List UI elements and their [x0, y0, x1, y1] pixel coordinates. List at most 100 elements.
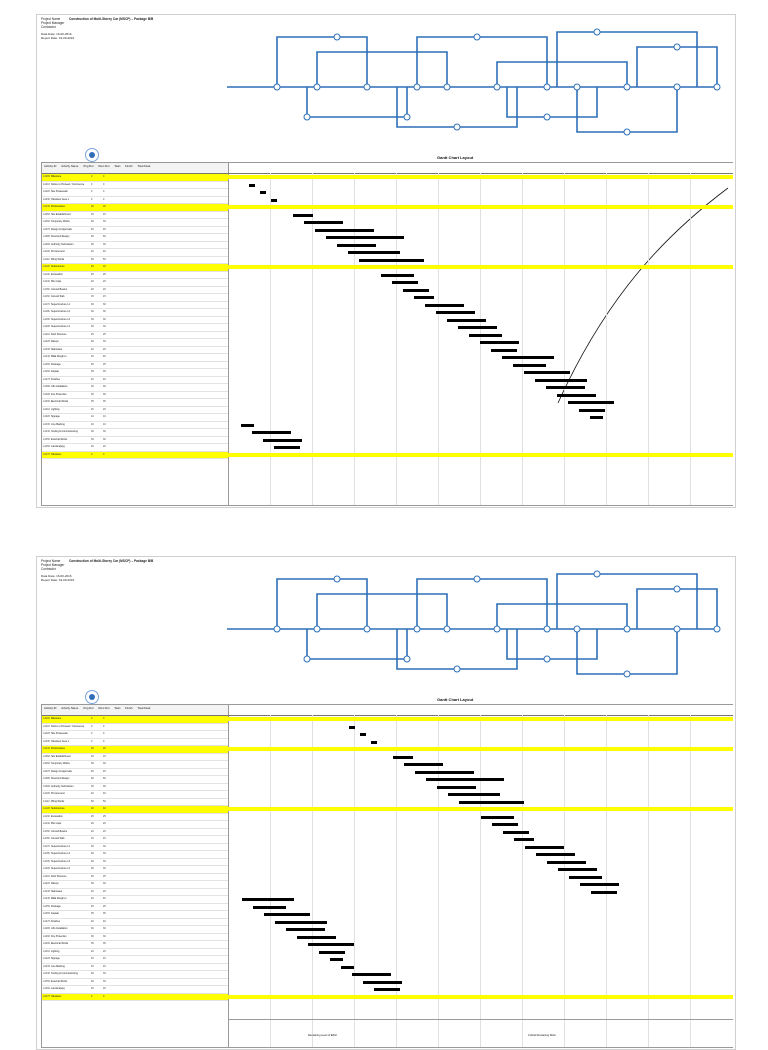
- rem-duration: 15: [103, 295, 106, 298]
- table-row: A1120Substructure 40 40: [42, 806, 228, 814]
- activity-id: A1320: [43, 957, 50, 960]
- activity-id: A1310: [43, 949, 50, 953]
- orig-duration: 30: [91, 242, 94, 246]
- rem-duration: 40: [103, 807, 106, 810]
- orig-duration: 30: [91, 784, 94, 788]
- activity-name: Piling Works: [51, 257, 65, 261]
- rem-duration: 35: [103, 942, 106, 945]
- rem-duration: 40: [103, 792, 106, 795]
- activity-name: M&E Rough-in: [51, 355, 67, 358]
- activity-id: A1020: [43, 732, 50, 735]
- table-header: Activity ID Activity Name Orig Dur Rem D…: [42, 705, 228, 716]
- activity-id: A1070: [43, 227, 50, 231]
- activity-id: A1130: [43, 814, 50, 818]
- activity-id: A1270: [43, 919, 50, 923]
- orig-duration: 35: [91, 942, 94, 945]
- rem-duration: 30: [103, 784, 106, 788]
- activity-name: Substructure: [51, 807, 65, 810]
- activity-id: A1280: [43, 927, 50, 930]
- activity-name: External Works: [51, 979, 68, 983]
- activity-name: Superstructure L1: [51, 844, 71, 848]
- title-line: Construction of Multi-Storey Car (MSCP) …: [69, 17, 154, 21]
- activity-name: Fire Protection: [51, 934, 67, 938]
- activity-id: A1280: [43, 385, 50, 388]
- table-row: A1090Authority Submission 30 30: [42, 242, 228, 249]
- rem-duration: 40: [103, 265, 106, 268]
- rem-duration: 40: [103, 250, 106, 253]
- orig-duration: 10: [91, 415, 94, 418]
- col-header-orig: Orig Dur: [83, 164, 94, 168]
- gantt-bar: [363, 980, 402, 984]
- orig-duration: 0: [91, 197, 93, 201]
- activity-id: A1220: [43, 882, 50, 885]
- gantt-bar: [547, 860, 586, 864]
- gantt-bar: [415, 770, 474, 774]
- rem-duration: 40: [103, 377, 106, 381]
- gantt-bar: [264, 913, 310, 916]
- table-row: A1210Roof Structure 25 25: [42, 874, 228, 881]
- orig-duration: 30: [91, 882, 94, 885]
- grid-line: [690, 173, 691, 505]
- rem-duration: 10: [103, 422, 106, 426]
- activity-name: Signage: [51, 415, 60, 418]
- orig-duration: 0: [91, 732, 93, 735]
- table-row: A1000Milestone 0 0: [42, 174, 228, 182]
- orig-duration: 40: [91, 897, 94, 900]
- activity-table: Activity ID Activity Name Orig Dur Rem D…: [41, 704, 229, 1048]
- gantt-bar: [393, 755, 413, 759]
- rem-duration: 25: [103, 272, 106, 276]
- orig-duration: 50: [91, 799, 94, 803]
- activity-id: A1330: [43, 964, 50, 968]
- table-row: A1020Site Possession 0 0: [42, 189, 228, 197]
- gantt-bar: [371, 740, 377, 744]
- col-header-name: Activity Name: [61, 706, 79, 710]
- rem-duration: 25: [103, 814, 106, 818]
- gantt-bar: [315, 228, 374, 232]
- activity-id: A1300: [43, 942, 50, 945]
- activity-name: Pile Caps: [51, 280, 62, 283]
- activity-name: Pile Caps: [51, 822, 62, 825]
- activity-id: A1340: [43, 972, 50, 975]
- orig-duration: 25: [91, 874, 94, 878]
- table-row: A1360Landscaping 20 20: [42, 444, 228, 452]
- activity-id: A1270: [43, 377, 50, 381]
- data-date: Data Date: 16-09-2016: [41, 32, 72, 36]
- col-header-float: Total Float: [137, 164, 151, 168]
- rem-duration: 30: [103, 220, 106, 223]
- orig-duration: 40: [91, 919, 94, 923]
- gantt-bar: [374, 988, 400, 991]
- activity-id: A1370: [43, 994, 50, 998]
- gantt-bar: [481, 815, 514, 819]
- col-header-finish: Finish: [125, 706, 133, 710]
- rem-duration: 30: [103, 762, 106, 765]
- table-row: A1190Superstructure L3 30 30: [42, 317, 228, 324]
- table-row: A1090Authority Submission 30 30: [42, 784, 228, 791]
- rem-duration: 20: [103, 347, 106, 351]
- grid-line: [522, 173, 523, 505]
- wbs-band: [228, 807, 733, 811]
- activity-name: Substructure: [51, 265, 65, 268]
- table-row: A1360Landscaping 20 20: [42, 986, 228, 994]
- table-row: A1310Lighting 20 20: [42, 407, 228, 414]
- contractor: Contractor: [41, 25, 56, 29]
- activity-name: Staircases: [51, 889, 63, 893]
- rem-duration: 20: [103, 889, 106, 893]
- gantt-title: Gantt Chart Layout: [437, 697, 474, 702]
- activity-id: A1130: [43, 272, 50, 276]
- activity-id: A1040: [43, 747, 50, 750]
- gantt-bar: [326, 236, 404, 239]
- orig-duration: 60: [91, 235, 94, 238]
- sheet-header: Project Name Project Manager Contractor: [41, 17, 64, 29]
- table-row: A1340Testing & Commissioning 30 30: [42, 429, 228, 437]
- orig-duration: 20: [91, 205, 94, 208]
- activity-name: Ground Slab: [51, 837, 65, 840]
- schedule-sheet-2: Project Name Project Manager Contractor …: [36, 556, 736, 1050]
- orig-duration: 50: [91, 257, 94, 261]
- rem-duration: 45: [103, 227, 106, 231]
- grid-line: [564, 173, 565, 505]
- rem-duration: 10: [103, 957, 106, 960]
- activity-name: Staircases: [51, 347, 63, 351]
- rem-duration: 30: [103, 934, 106, 938]
- activity-id: A1200: [43, 325, 50, 328]
- gantt-bar: [404, 763, 443, 766]
